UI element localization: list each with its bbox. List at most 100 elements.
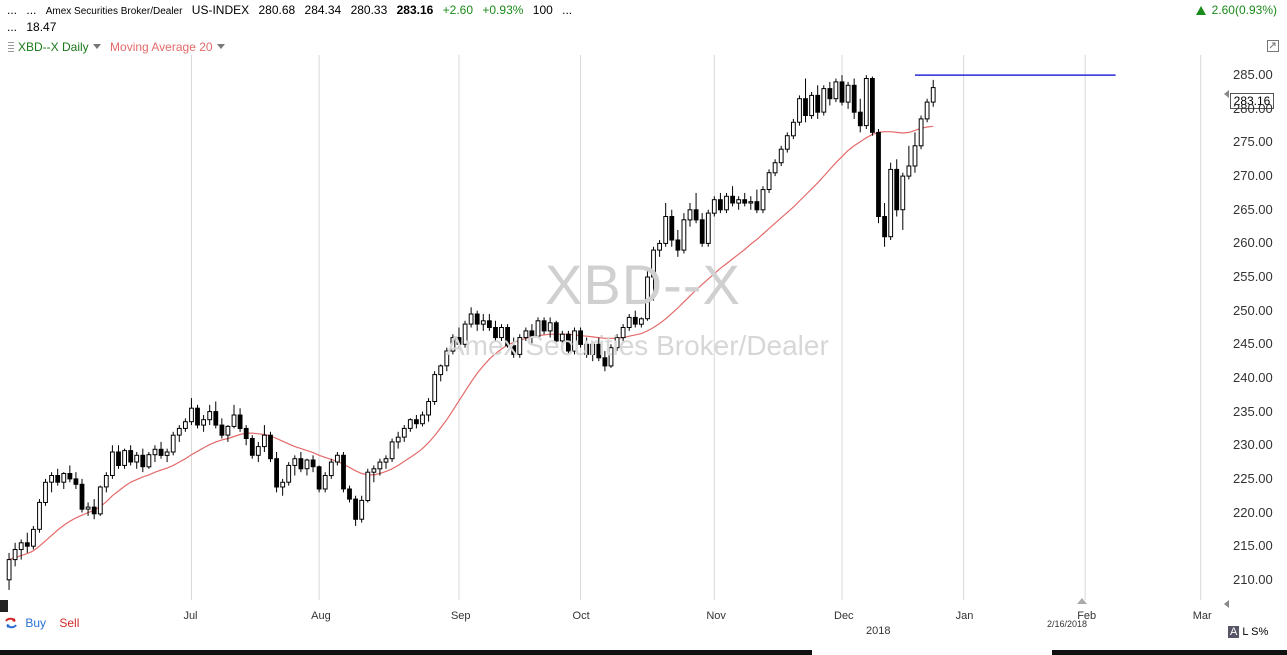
- candle-body: [742, 199, 748, 204]
- candle-body: [395, 436, 401, 443]
- candle-body: [517, 337, 523, 355]
- candle-body: [420, 414, 425, 425]
- y-tick-label: 215.00: [1233, 538, 1273, 554]
- candle-body: [705, 212, 711, 244]
- scroll-handle[interactable]: [0, 600, 8, 612]
- header-more-dots[interactable]: ...: [26, 3, 37, 17]
- candle-body: [292, 458, 298, 466]
- candle-body: [183, 421, 188, 429]
- y-tick-label: 265.00: [1233, 201, 1273, 217]
- candle-body: [189, 407, 194, 423]
- y-tick-label: 250.00: [1233, 302, 1273, 318]
- header-extra-dots[interactable]: ...: [562, 3, 573, 17]
- chart-legend: XBD--X Daily Moving Average 20: [8, 40, 225, 54]
- log-scale-button[interactable]: L: [1242, 626, 1249, 638]
- candle-body: [310, 459, 316, 468]
- candle-body: [730, 195, 736, 204]
- scroll-up-arrow-icon[interactable]: [1224, 90, 1229, 98]
- candle-body: [195, 407, 200, 426]
- exchange-label: US-INDEX: [191, 3, 250, 17]
- candle-body: [687, 209, 693, 221]
- x-tick-label: Jan: [955, 610, 974, 622]
- buy-button[interactable]: Buy: [25, 616, 47, 630]
- candle-body: [827, 88, 833, 100]
- low-value: 280.33: [350, 3, 388, 17]
- x-tick-label: Dec: [834, 610, 854, 622]
- candle-body: [930, 87, 936, 103]
- candle-body: [924, 101, 930, 120]
- chevron-down-icon[interactable]: [216, 44, 225, 49]
- candle-body: [791, 121, 796, 137]
- candle-body: [73, 478, 79, 485]
- y-tick-label: 240.00: [1233, 369, 1273, 385]
- candle-body: [322, 475, 328, 490]
- y-tick-label: 285.00: [1233, 67, 1273, 83]
- header-menu-dots[interactable]: ...: [7, 3, 18, 17]
- drag-grip-icon[interactable]: [8, 42, 14, 52]
- candle-body: [468, 313, 474, 325]
- scroll-marker-icon[interactable]: [1077, 598, 1087, 604]
- candle-body: [249, 438, 255, 456]
- y-tick-label: 220.00: [1233, 504, 1273, 520]
- candle-body: [328, 461, 334, 477]
- year-label: 2018: [866, 625, 891, 637]
- candle-body: [487, 320, 492, 328]
- cursor-date-label: 2/16/2018: [1047, 619, 1088, 629]
- moving-average-line: [8, 125, 934, 561]
- candle-body: [857, 111, 863, 127]
- candle-body: [876, 131, 881, 217]
- expand-icon[interactable]: [1267, 40, 1279, 52]
- candle-body: [797, 98, 802, 123]
- auto-scale-button[interactable]: A: [1228, 626, 1240, 638]
- candle-body: [863, 78, 869, 127]
- watermark-name: Amex Securities Broker/Dealer: [446, 330, 829, 361]
- candle-body: [225, 425, 231, 436]
- candle-body: [383, 458, 389, 463]
- symbol-legend[interactable]: XBD--X Daily: [18, 40, 89, 54]
- candle-body: [511, 345, 517, 355]
- status-strip-gap: [812, 650, 1052, 655]
- quote-header: ... ... Amex Securities Broker/Dealer US…: [0, 0, 1287, 36]
- y-tick-label: 210.00: [1233, 571, 1273, 587]
- row2-menu-dots[interactable]: ...: [7, 20, 18, 34]
- sell-button[interactable]: Sell: [59, 616, 80, 630]
- candle-body: [620, 327, 626, 339]
- candle-body: [578, 330, 584, 345]
- candle-body: [584, 343, 590, 355]
- candle-body: [632, 316, 638, 325]
- candle-body: [572, 330, 577, 352]
- candle-body: [566, 333, 571, 352]
- candle-body: [371, 468, 377, 473]
- candle-body: [286, 464, 292, 483]
- last-value: 283.16: [396, 3, 434, 17]
- candle-body: [639, 318, 644, 325]
- candle-body: [456, 337, 462, 345]
- y-tick-label: 245.00: [1233, 336, 1273, 352]
- candle-body: [407, 419, 413, 429]
- candle-body: [414, 419, 419, 425]
- candle-body: [851, 84, 857, 113]
- candle-body: [341, 454, 346, 490]
- y-tick-label: 235.00: [1233, 403, 1273, 419]
- candle-body: [280, 481, 286, 488]
- scroll-down-arrow-icon[interactable]: [1224, 600, 1229, 608]
- candle-body: [359, 499, 365, 520]
- candle-body: [170, 434, 176, 453]
- candle-body: [748, 201, 754, 204]
- refresh-icon[interactable]: [4, 617, 18, 629]
- candle-body: [480, 320, 486, 325]
- candle-body: [304, 459, 310, 470]
- candle-body: [882, 216, 888, 238]
- percent-scale-button[interactable]: S%: [1251, 626, 1269, 638]
- change-percent-value: +0.93%: [482, 3, 524, 17]
- indicator-legend[interactable]: Moving Average 20: [110, 40, 213, 54]
- y-tick-label: 255.00: [1233, 269, 1273, 285]
- candle-body: [845, 84, 851, 103]
- candle-body: [718, 199, 723, 211]
- candle-body: [231, 414, 237, 427]
- y-tick-label: 230.00: [1233, 437, 1273, 453]
- chevron-down-icon[interactable]: [92, 44, 101, 49]
- candle-body: [243, 427, 249, 439]
